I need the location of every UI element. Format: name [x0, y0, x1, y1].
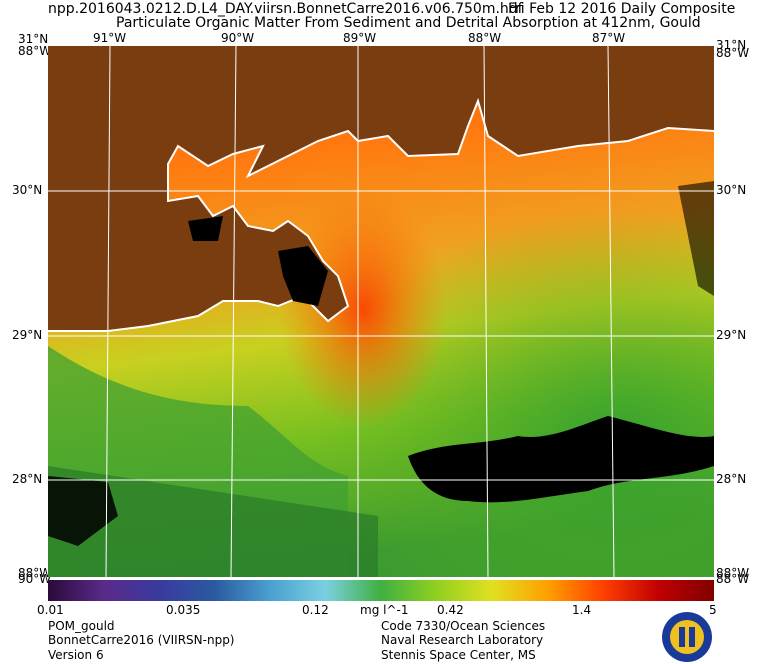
file-name: npp.2016043.0212.D.L4_DAY.viirsn.BonnetC…: [48, 1, 523, 17]
corner-label-tr-lat: 31°N: [716, 38, 747, 52]
cloud-no-data-west: [48, 476, 118, 546]
land-area: [48, 46, 714, 331]
lon-tick-87w: 87°W: [592, 31, 626, 45]
ocean-color-map: [48, 46, 714, 577]
footer-product: POM_gould: [48, 619, 115, 633]
corner-label-tl-lon: 88°W: [18, 44, 52, 58]
lake-pontchartrain-no-data: [278, 246, 328, 306]
meridian-87w: [607, 46, 615, 577]
corner-label-br-1: 88°W: [716, 566, 750, 580]
meridian-90w: [230, 46, 237, 577]
colorbar: [48, 580, 714, 601]
lon-tick-90w: 90°W: [221, 31, 255, 45]
lon-tick-91w: 91°W: [93, 31, 127, 45]
footer-version: Version 6: [48, 648, 104, 662]
colorbar-tick-0-12: 0.12: [302, 603, 329, 617]
graticule: [48, 46, 714, 577]
footer-code: Code 7330/Ocean Sciences: [381, 619, 546, 633]
coastline: [48, 97, 714, 332]
meridian-91w: [105, 46, 111, 577]
southwest-dark-green: [48, 466, 378, 577]
corner-label-tr-lon: 88°W: [716, 46, 750, 60]
footer-lab: Naval Research Laboratory: [381, 633, 544, 647]
seal-cross: [685, 627, 689, 647]
corner-label-br-2: 88°W: [716, 572, 750, 586]
colorbar-tick-0-42: 0.42: [437, 603, 464, 617]
colorbar-tick-0-01: 0.01: [37, 603, 64, 617]
nrl-seal-logo: [662, 612, 712, 662]
product-title: Particulate Organic Matter From Sediment…: [116, 15, 701, 31]
corner-label-bl-1: 88°W: [18, 566, 52, 580]
lat-tick-28n-right: 28°N: [716, 472, 747, 486]
colorbar-tick-5: 5: [709, 603, 717, 617]
inland-water-no-data: [188, 216, 223, 241]
lat-tick-29n-right: 29°N: [716, 328, 747, 342]
cloud-no-data-band: [408, 416, 714, 503]
lat-tick-30n-right: 30°N: [716, 183, 747, 197]
date-label: Fri Feb 12 2016 Daily Composite: [508, 1, 736, 17]
lat-tick-29n-left: 29°N: [12, 328, 43, 342]
colorbar-gradient: [48, 580, 714, 601]
lat-tick-28n-left: 28°N: [12, 472, 43, 486]
lon-tick-89w: 89°W: [343, 31, 377, 45]
colorbar-tick-1-4: 1.4: [572, 603, 592, 617]
footer-dataset: BonnetCarre2016 (VIIRSN-npp): [48, 633, 235, 647]
cloud-no-data-east: [678, 181, 714, 296]
lon-tick-88w: 88°W: [468, 31, 502, 45]
footer-location: Stennis Space Center, MS: [381, 648, 536, 662]
lat-tick-30n-left: 30°N: [12, 183, 43, 197]
colorbar-tick-0-035: 0.035: [166, 603, 201, 617]
meridian-88w: [483, 46, 489, 577]
corner-label-bl-2: 90°W: [18, 572, 52, 586]
colorbar-units: mg l^-1: [360, 603, 409, 617]
corner-label-tl-lat: 31°N: [18, 32, 49, 46]
